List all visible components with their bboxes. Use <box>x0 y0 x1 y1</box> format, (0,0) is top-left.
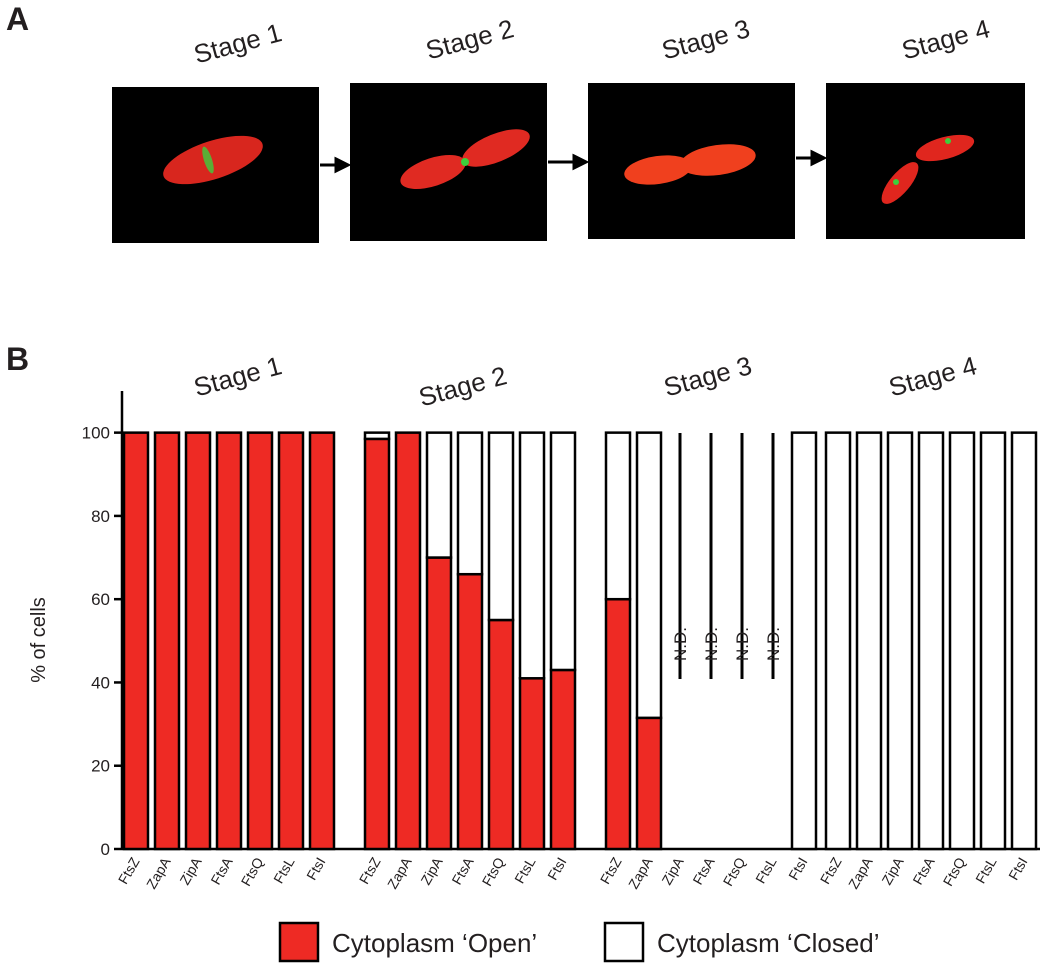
x-tick-label: ZapA <box>143 854 174 892</box>
bar-closed <box>855 431 883 851</box>
y-axis-label: % of cells <box>28 597 50 683</box>
x-tick-label: FtsZ <box>597 854 625 887</box>
group-label: Stage 4 <box>885 350 979 402</box>
bar-closed <box>790 431 818 851</box>
bar-closed <box>824 431 852 851</box>
bar-open <box>246 431 274 851</box>
bar-open <box>153 431 181 851</box>
bar-open <box>277 431 305 851</box>
x-tick-label: FtsA <box>448 854 477 887</box>
bar-closed <box>635 431 663 720</box>
y-tick-label: 80 <box>91 507 110 526</box>
value-label: N.D. <box>764 627 783 661</box>
panel-label: B <box>6 341 29 377</box>
bar-open <box>604 597 632 851</box>
legend-label: Cytoplasm ‘Closed’ <box>657 928 880 958</box>
bar-closed <box>518 431 546 680</box>
y-tick-label: 60 <box>91 590 110 609</box>
y-tick-label: 20 <box>91 757 110 776</box>
bar-open <box>487 618 515 851</box>
stage-label: Stage 3 <box>658 13 752 65</box>
bar-open <box>518 677 546 851</box>
bar-closed <box>886 431 914 851</box>
x-tick-label: FtsZ <box>817 854 845 887</box>
bar-closed <box>549 431 577 672</box>
micrograph <box>588 83 795 239</box>
bar-closed <box>456 431 484 576</box>
micrograph <box>826 83 1025 239</box>
x-tick-label: FtsI <box>785 855 811 883</box>
legend-swatch <box>278 921 320 963</box>
bar-open <box>549 668 577 851</box>
bar-open <box>425 556 453 851</box>
x-tick-label: FtsZ <box>356 854 384 887</box>
x-tick-label: FtsA <box>909 854 938 887</box>
value-label: N.D. <box>733 627 752 661</box>
bar-closed <box>604 431 632 601</box>
x-tick-label: FtsQ <box>940 854 969 888</box>
plot: 0 20 40 60 80 100 Stage 1 Stage 2 Stage 3 Stage 4… <box>82 350 1040 963</box>
legend-label: Cytoplasm ‘Open’ <box>332 928 537 958</box>
bar-closed <box>979 431 1007 851</box>
x-tick-label: FtsZ <box>115 854 143 887</box>
bar-closed <box>1010 431 1038 851</box>
x-tick-label: FtsL <box>270 854 298 886</box>
micrograph <box>350 83 547 241</box>
x-tick-label: ZipA <box>417 854 446 888</box>
x-tick-label: FtsQ <box>479 854 508 888</box>
group-label: Stage 1 <box>190 350 284 402</box>
group-label: Stage 2 <box>415 360 509 412</box>
stage-label: Stage 4 <box>898 13 992 65</box>
micrograph <box>112 87 319 243</box>
x-tick-label: ZipA <box>658 854 687 888</box>
bar-closed <box>363 431 391 441</box>
x-tick-label: ZipA <box>176 854 205 888</box>
bar-open <box>456 572 484 851</box>
x-tick-label: FtsQ <box>720 854 749 888</box>
x-tick-label: FtsI <box>1005 855 1031 883</box>
x-tick-label: FtsL <box>752 854 780 886</box>
y-tick-label: 100 <box>82 424 110 443</box>
bar-open <box>394 431 422 851</box>
arrow <box>320 149 828 174</box>
x-tick-label: FtsL <box>972 854 1000 886</box>
bar-open <box>363 437 391 851</box>
stage-label: Stage 2 <box>422 13 516 65</box>
bar-open <box>635 716 663 851</box>
bar-open <box>184 431 212 851</box>
panel-label: A <box>6 1 29 37</box>
x-tick-label: FtsI <box>544 855 570 883</box>
x-tick-label: ZapA <box>384 854 415 892</box>
y-tick-label: 40 <box>91 673 110 692</box>
bar-closed <box>487 431 515 622</box>
legend-swatch <box>603 921 645 963</box>
bar-open <box>122 431 150 851</box>
bar-closed <box>425 431 453 559</box>
x-tick-label: ZipA <box>878 854 907 888</box>
x-tick-label: FtsL <box>511 854 539 886</box>
x-tick-label: FtsQ <box>238 854 267 888</box>
y-tick-label: 0 <box>101 840 110 859</box>
x-tick-label: ZapA <box>625 854 656 892</box>
bar-closed <box>948 431 976 851</box>
bar-closed <box>917 431 945 851</box>
bar-open <box>215 431 243 851</box>
value-label: N.D. <box>702 627 721 661</box>
bar-open <box>308 431 336 851</box>
value-label: N.D. <box>671 627 690 661</box>
stage-label: Stage 1 <box>190 17 284 69</box>
x-tick-label: FtsA <box>207 854 236 887</box>
group-label: Stage 3 <box>660 350 754 402</box>
x-tick-label: FtsA <box>689 854 718 887</box>
x-tick-label: FtsI <box>303 855 329 883</box>
x-tick-label: ZapA <box>845 854 876 892</box>
